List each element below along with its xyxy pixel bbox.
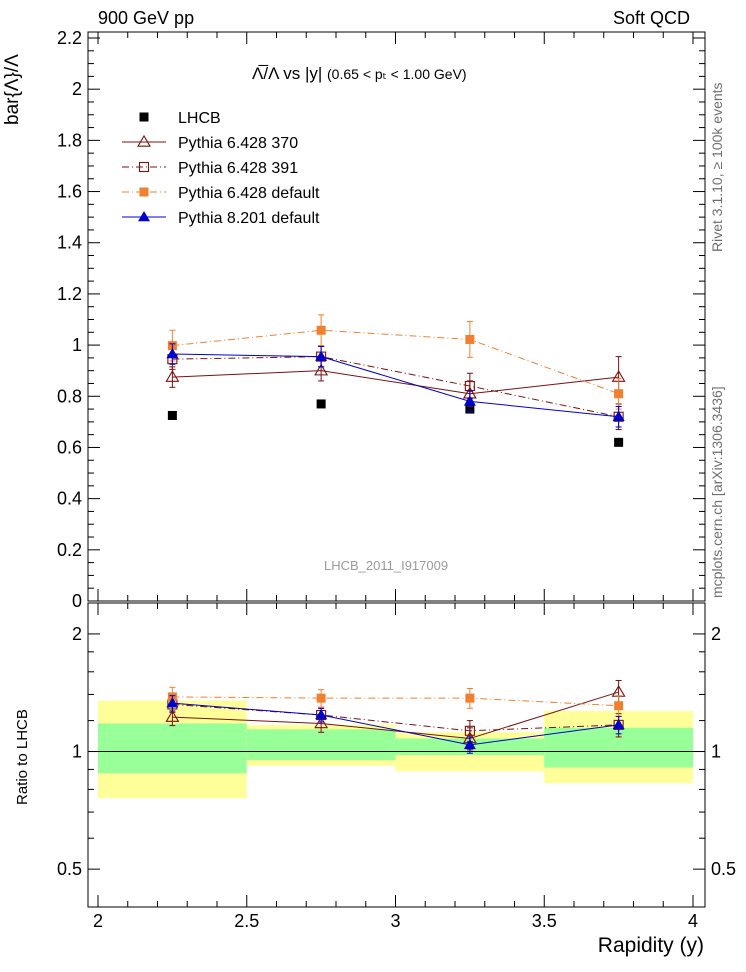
main-data-point [316, 399, 326, 409]
main-y-tick-label: 0.2 [57, 540, 82, 560]
main-y-tick-label: 1.8 [57, 130, 82, 150]
main-plot-frame [87, 31, 706, 602]
ratio-series-line [172, 702, 619, 746]
legend-label: Pythia 6.428 default [178, 185, 320, 202]
main-data-point [165, 369, 180, 382]
ratio-data-point [166, 697, 179, 708]
analysis-watermark: LHCB_2011_I917009 [324, 558, 449, 573]
ratio-y-tick-label: 0.5 [57, 859, 82, 879]
ratio-data-point [165, 710, 180, 722]
main-data-point [465, 334, 475, 344]
main-y-tick-label: 2 [72, 79, 82, 99]
ratio-data-point [463, 738, 476, 750]
ratio-inner-band [246, 729, 396, 761]
main-data-point [166, 348, 179, 359]
x-axis-label: Rapidity (y) [597, 934, 704, 957]
main-data-point [315, 350, 328, 361]
x-tick-label: 4 [688, 911, 698, 931]
ratio-series-line [172, 691, 619, 739]
main-data-point [612, 410, 625, 421]
ratio-data-point [314, 716, 329, 729]
legend-label: Pythia 6.428 370 [178, 135, 298, 152]
ratio-series-line [172, 703, 619, 732]
ratio-inner-band [98, 723, 247, 774]
ratio-data-point [316, 693, 326, 703]
main-series-line [172, 356, 619, 418]
x-tick-label: 3 [390, 911, 400, 931]
main-data-point [614, 389, 624, 399]
main-y-tick-label: 1 [72, 335, 82, 355]
main-y-tick-label: 0.8 [57, 386, 82, 406]
ratio-plot-frame [87, 602, 706, 908]
main-data-point [463, 395, 476, 406]
main-y-tick-label: 0 [72, 591, 82, 611]
plot-title-main: Λ̅/Λ vs |y| [252, 64, 323, 83]
main-y-tick-label: 1.4 [57, 233, 82, 253]
ratio-data-point [465, 693, 475, 703]
legend-marker [137, 134, 151, 147]
legend-label: Pythia 6.428 391 [178, 160, 298, 177]
ratio-y-tick-label: 1 [72, 742, 82, 762]
main-series-line [172, 353, 619, 418]
main-data-point [316, 325, 326, 335]
ratio-data-point [612, 718, 625, 730]
main-series-line [172, 329, 619, 395]
ratio-data-point [315, 709, 328, 720]
main-series-line [172, 370, 619, 395]
legend-marker [138, 211, 150, 222]
main-y-tick-label: 0.4 [57, 489, 82, 509]
legend-label: Pythia 8.201 default [178, 210, 320, 227]
legend-marker [139, 187, 149, 197]
ratio-y-tick-label-right: 1 [711, 742, 721, 762]
ratio-y-tick-label-right: 0.5 [711, 859, 736, 879]
legend-marker [138, 161, 150, 173]
main-data-point [614, 437, 624, 447]
main-y-tick-label: 2.2 [57, 28, 82, 48]
x-tick-label: 2.5 [234, 911, 259, 931]
plot-title-subtitle: (0.65 < pₜ < 1.00 GeV) [327, 66, 467, 82]
main-y-tick-label: 1.2 [57, 284, 82, 304]
x-tick-label: 2 [93, 911, 103, 931]
main-y-tick-label: 0.6 [57, 437, 82, 457]
ratio-data-point [614, 701, 624, 711]
main-y-tick-label: 1.6 [57, 182, 82, 202]
header-right-label: Soft QCD [612, 8, 690, 28]
main-data-point [314, 363, 329, 376]
plot-title: Λ̅/Λ vs |y| (0.65 < pₜ < 1.00 GeV) [252, 64, 467, 84]
legend-marker [139, 112, 149, 122]
ratio-y-tick-label-right: 2 [711, 624, 721, 644]
ratio-data-point [464, 725, 475, 736]
header-left-label: 900 GeV pp [98, 8, 195, 28]
ratio-y-tick-label: 2 [72, 624, 82, 644]
main-data-point [464, 380, 475, 392]
main-data-point [167, 410, 177, 420]
legend-label: LHCB [178, 110, 221, 127]
x-tick-label: 3.5 [532, 911, 557, 931]
ratio-series-line [172, 696, 619, 707]
